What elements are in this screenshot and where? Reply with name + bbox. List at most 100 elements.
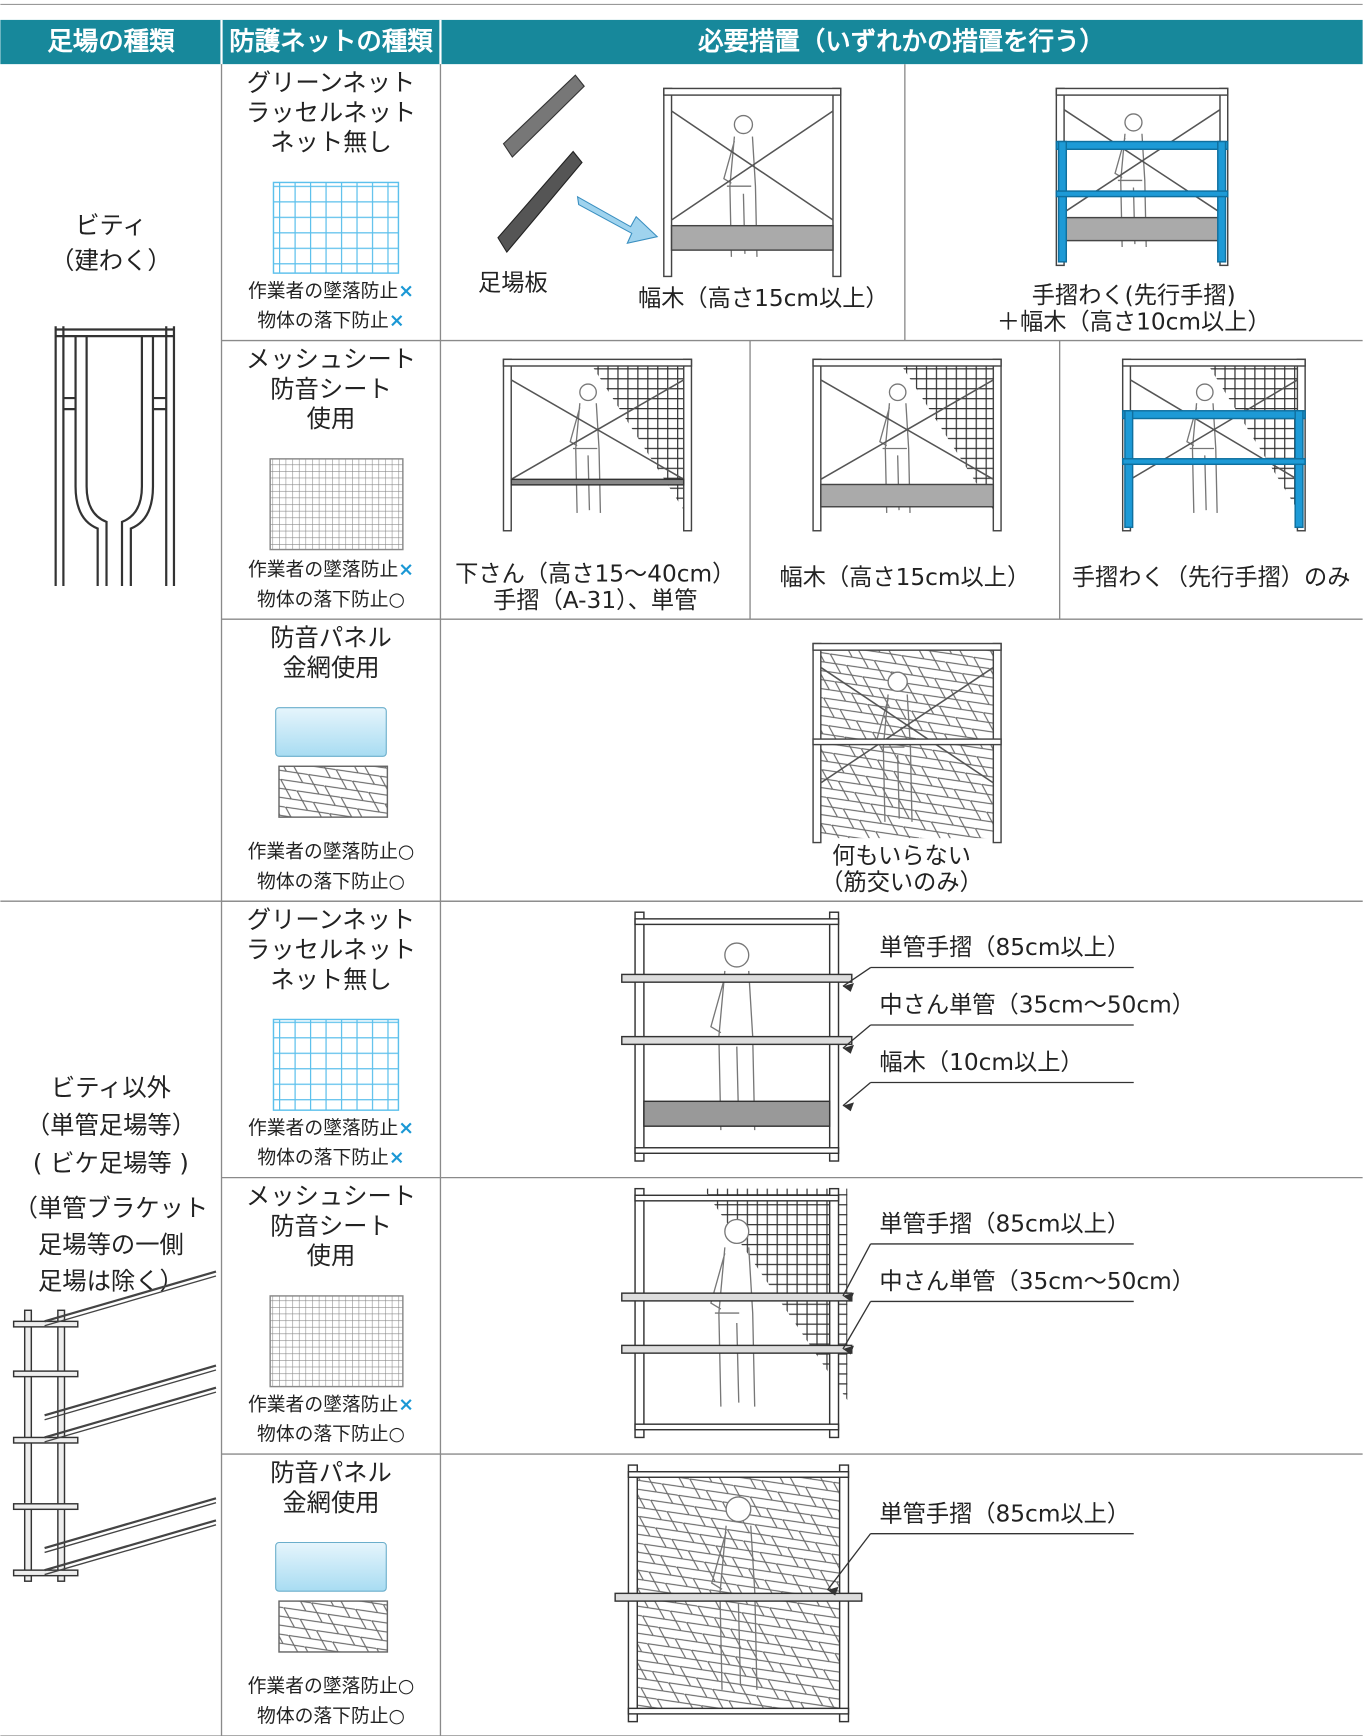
protection-status: 物体の落下防止○ [257, 1423, 405, 1445]
pipe-post [634, 1187, 645, 1439]
pipe-bar [634, 1147, 840, 1154]
net-type: 金網使用 [282, 653, 379, 682]
leader-arrow [842, 1102, 854, 1112]
measure-caption: 手摺わく(先行手摺) [1032, 282, 1236, 309]
header-bar [0, 19, 1363, 65]
handrail-post [1217, 140, 1227, 263]
callout-label: 単管手摺（85cm以上） [879, 1211, 1130, 1238]
net-type: ネット無し [270, 965, 392, 994]
pipe-rail [621, 973, 853, 983]
leader-arrow [842, 1292, 854, 1302]
net-type: 使用 [307, 1241, 356, 1270]
protection-status: 作業者の墜落防止× [248, 1393, 414, 1415]
net-type: 金網使用 [282, 1488, 379, 1517]
protection-status: 物体の落下防止○ [257, 1705, 405, 1727]
leader-arrow [827, 1586, 839, 1596]
status-text: 物体の落下防止 [257, 1146, 388, 1168]
handrail-frame [1121, 410, 1306, 420]
measure-caption: 何もいらない [832, 842, 971, 869]
status-text: 作業者の墜落防止 [248, 1675, 398, 1697]
frame-bar [812, 738, 1002, 746]
brace [820, 666, 994, 784]
lattice-post [57, 1309, 66, 1582]
scaffold-type: （建わく） [50, 246, 172, 275]
brace [820, 379, 994, 481]
status-text: 作業者の墜落防止 [248, 1393, 398, 1415]
worker-body [879, 403, 911, 513]
status-mark: × [389, 1147, 405, 1168]
toe-board [643, 1100, 831, 1127]
net-type: メッシュシート [246, 344, 416, 373]
frame-post [992, 358, 1002, 532]
measure-caption: （筋交いのみ） [820, 869, 983, 896]
leader-line [842, 1082, 872, 1107]
handrail-post [1057, 140, 1068, 263]
lattice-ledger [44, 1502, 217, 1554]
worker-head [887, 671, 908, 692]
brace [510, 379, 685, 481]
frame-bar [1055, 87, 1229, 96]
measure-caption: 下さん（高さ15～40cm） [455, 560, 735, 587]
net-type: 防音シート [270, 1211, 392, 1240]
lattice-ledger [44, 1275, 217, 1327]
protection-status: 物体の落下防止○ [257, 588, 405, 610]
header-cell: 必要措置（いずれかの措置を行う） [698, 26, 1105, 56]
worker-body [1186, 403, 1218, 513]
frame-bar [502, 358, 693, 367]
handrail-frame [1121, 458, 1306, 466]
worker-body [710, 1247, 756, 1407]
net-type: ラッセルネット [246, 98, 416, 127]
panel-swatch [275, 707, 387, 757]
net-type: 防音シート [270, 374, 392, 403]
callout-label: 単管手摺（85cm以上） [879, 1500, 1130, 1527]
pipe-rail [621, 1035, 853, 1046]
status-mark: ○ [389, 1424, 405, 1445]
status-mark: ○ [389, 589, 405, 610]
protection-status: 作業者の墜落防止○ [248, 840, 415, 862]
protection-status: 作業者の墜落防止× [248, 558, 414, 580]
pipe-post [828, 1187, 840, 1439]
measure-label: 足場板 [478, 270, 548, 297]
measure-caption: 手摺（A-31）、単管 [493, 587, 697, 614]
plank [497, 150, 583, 254]
net-type: 防音パネル [270, 1458, 392, 1487]
header-cell: 防護ネットの種類 [229, 26, 433, 56]
mesh-sheet [897, 359, 1002, 523]
frame-bar [663, 87, 842, 96]
net-swatch [272, 1018, 400, 1111]
pipe-rail [614, 1592, 863, 1602]
status-mark: × [398, 559, 414, 580]
worker-body [723, 136, 758, 257]
net-swatch [269, 458, 404, 551]
callout-label: 幅木（10cm以上） [879, 1049, 1083, 1076]
status-text: 物体の落下防止 [257, 1423, 388, 1445]
handrail-frame [1055, 190, 1229, 198]
status-mark: ○ [398, 841, 414, 862]
leader-arrow [842, 1345, 854, 1355]
pipe-bar [634, 918, 840, 926]
status-mark: ○ [389, 1706, 405, 1727]
status-text: 物体の落下防止 [257, 309, 388, 331]
leader-line [842, 966, 871, 987]
protection-status: 作業者の墜落防止× [248, 279, 414, 301]
status-mark: × [398, 1117, 414, 1138]
worker-head [724, 1218, 750, 1245]
pipe-rail [621, 1344, 853, 1354]
lattice-ledger [44, 1391, 217, 1443]
pipe-bar [627, 1707, 850, 1715]
scaffold-type: ( ビケ足場等 ) [33, 1148, 189, 1177]
pipe-bar [634, 1423, 840, 1431]
handrail-post [1124, 410, 1134, 529]
frame-post [832, 87, 842, 278]
leader-line [842, 1243, 872, 1297]
panel-swatch [275, 1541, 387, 1592]
status-text: 作業者の墜落防止 [248, 558, 398, 580]
net-swatch [272, 181, 400, 274]
frame-post [663, 87, 673, 278]
protection-status: 物体の落下防止○ [257, 870, 405, 892]
status-text: 作業者の墜落防止 [248, 840, 398, 862]
status-mark: × [398, 1394, 414, 1415]
worker-body [1114, 133, 1147, 247]
lattice-ledger [44, 1524, 217, 1576]
